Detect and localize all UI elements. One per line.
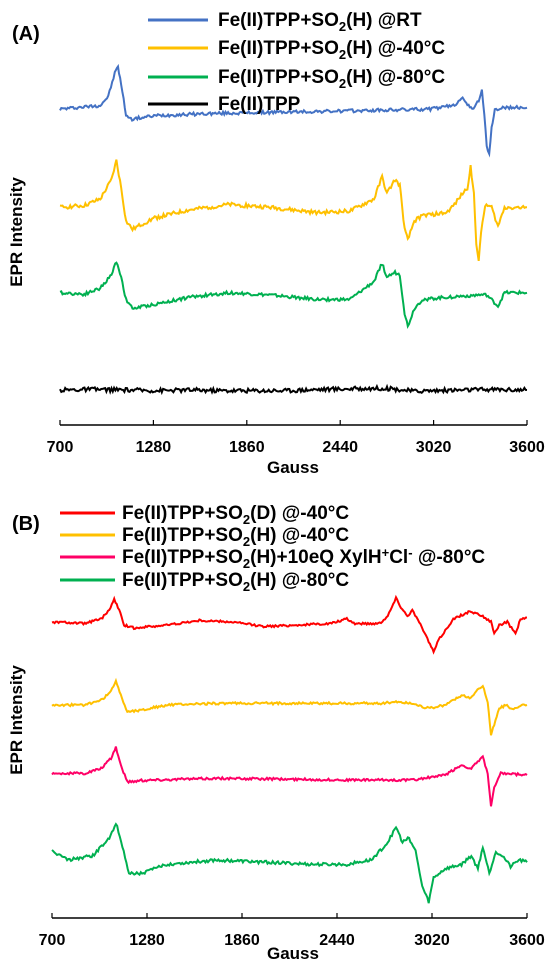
x-tick-label: 1280 <box>129 932 165 949</box>
x-tick-label: 1860 <box>224 932 260 949</box>
series-line <box>59 159 527 262</box>
legend-label: Fe(II)TPP+SO2(H) @-80°C <box>218 67 445 91</box>
x-tick-label: 1280 <box>136 439 172 456</box>
panel-a-x-axis-title: Gauss <box>267 458 319 477</box>
legend-label: Fe(II)TPP+SO2(H)+10eQ XylH+Cl- @-80°C <box>122 545 485 571</box>
panel-b-y-axis-title: EPR Intensity <box>7 665 26 775</box>
series-line <box>59 63 528 158</box>
series-line <box>59 261 528 329</box>
x-tick-label: 2440 <box>322 439 358 456</box>
panel-b-chart: 700 1280 1860 2440 3020 3600 Fe(II)TPP+SO2(D) … <box>39 503 545 949</box>
legend-label: Fe(II)TPP+SO2(H) @-80°C <box>122 570 349 594</box>
panel-a-y-axis-title: EPR Intensity <box>7 177 26 287</box>
legend-label: Fe(II)TPP+SO2(D) @-40°C <box>122 503 349 527</box>
x-tick-label: 3020 <box>414 932 450 949</box>
series-line <box>59 383 528 396</box>
panel-a-label: (A) <box>12 23 40 45</box>
x-tick-label: 2440 <box>319 932 355 949</box>
x-tick-label: 3600 <box>509 932 545 949</box>
panel-a-chart: 700 1280 1860 2440 3020 3600 Fe(II)TPP+SO2(H) … <box>47 10 545 456</box>
x-tick-label: 3600 <box>509 439 545 456</box>
panel-b-label: (B) <box>12 513 40 535</box>
x-tick-label: 700 <box>39 932 66 949</box>
panel-b-x-axis-title: Gauss <box>267 944 319 963</box>
series-line <box>51 746 528 807</box>
series-line <box>51 677 528 736</box>
series-line <box>51 594 528 655</box>
legend-label: Fe(II)TPP+SO2(H) @-40°C <box>122 525 349 549</box>
x-tick-label: 1860 <box>229 439 265 456</box>
legend-label: Fe(II)TPP+SO2(H) @-40°C <box>218 38 445 62</box>
legend-label: Fe(II)TPP <box>218 94 301 115</box>
x-tick-label: 3020 <box>416 439 452 456</box>
series-line <box>51 822 528 904</box>
x-tick-label: 700 <box>47 439 74 456</box>
legend-label: Fe(II)TPP+SO2(H) @RT <box>218 10 422 34</box>
plot-layer: 700 1280 1860 2440 3020 3600 Fe(II)TPP+SO2(H) … <box>39 10 545 949</box>
